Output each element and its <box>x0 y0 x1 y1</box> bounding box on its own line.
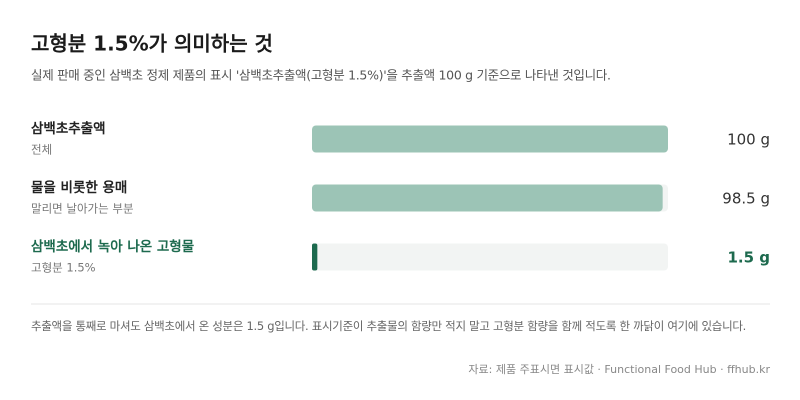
category-label: 삼백초에서 녹아 나온 고형물 <box>31 238 194 255</box>
chart-subtitle: 실제 판매 중인 삼백초 정제 제품의 표시 '삼백초추출액(고형분 1.5%)… <box>31 68 611 83</box>
footnote: 추출액을 통째로 마셔도 삼백초에서 온 성분은 1.5 g입니다. 표시기준이… <box>31 319 747 333</box>
category-note: 고형분 1.5% <box>31 261 96 275</box>
value-label: 100 g <box>727 131 770 149</box>
category-label: 물을 비롯한 용매 <box>31 180 127 196</box>
bar <box>312 184 663 212</box>
value-label: 1.5 g <box>727 249 770 267</box>
bar <box>312 125 668 153</box>
chart-title: 고형분 1.5%가 의미하는 것 <box>31 32 273 56</box>
bar-track <box>312 243 668 271</box>
category-note: 말리면 날아가는 부분 <box>31 202 134 216</box>
source: 자료: 제품 주표시면 표시값 · Functional Food Hub · … <box>468 363 770 376</box>
category-label: 삼백초추출액 <box>31 120 106 137</box>
value-label: 98.5 g <box>722 190 770 208</box>
bar <box>312 243 318 271</box>
category-note: 전체 <box>31 143 52 157</box>
